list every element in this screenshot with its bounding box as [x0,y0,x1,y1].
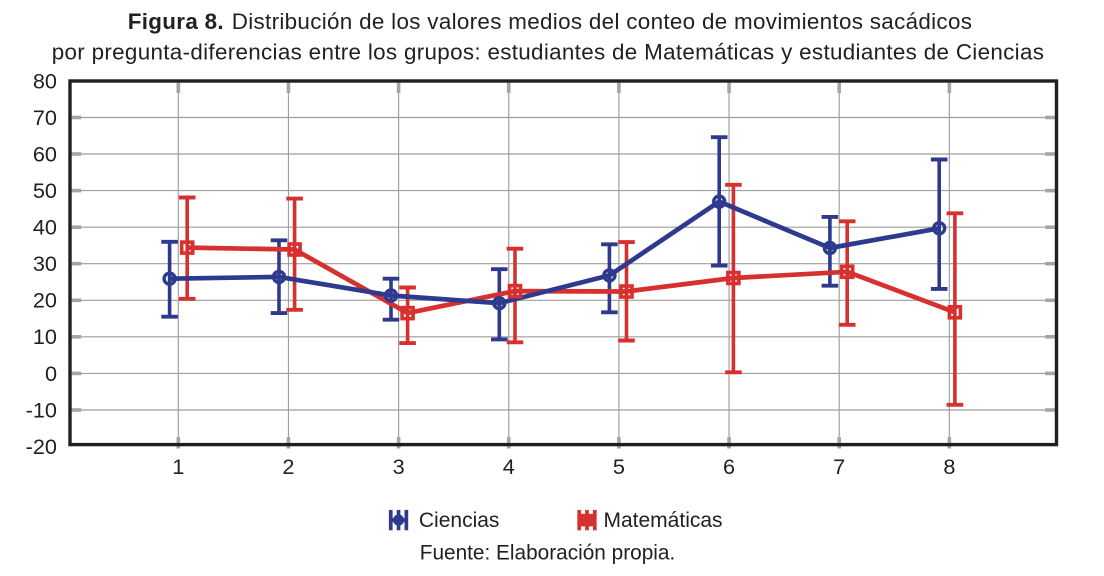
svg-text:-10: -10 [26,397,57,422]
svg-text:1: 1 [172,454,184,479]
svg-text:Matemáticas: Matemáticas [604,509,723,532]
svg-text:70: 70 [33,105,57,130]
svg-text:5: 5 [613,454,625,479]
svg-text:50: 50 [33,178,57,203]
svg-text:10: 10 [33,324,57,349]
svg-text:80: 80 [33,68,57,93]
svg-text:6: 6 [723,454,735,479]
svg-text:2: 2 [282,454,294,479]
svg-text:30: 30 [33,251,57,276]
svg-text:60: 60 [33,141,57,166]
svg-text:7: 7 [833,454,845,479]
svg-text:por pregunta-diferencias entre: por pregunta-diferencias entre los grupo… [52,40,1045,65]
svg-text:8: 8 [943,454,955,479]
svg-text:Ciencias: Ciencias [419,509,500,532]
svg-text:4: 4 [503,454,515,479]
svg-text:Fuente: Elaboración propia.: Fuente: Elaboración propia. [420,542,676,565]
svg-text:3: 3 [393,454,405,479]
svg-text:0: 0 [45,361,57,386]
svg-text:40: 40 [33,215,57,240]
svg-text:20: 20 [33,288,57,313]
svg-text:Figura 8. Distribución de los: Figura 8. Distribución de los valores me… [128,9,973,34]
svg-text:-20: -20 [26,434,57,459]
